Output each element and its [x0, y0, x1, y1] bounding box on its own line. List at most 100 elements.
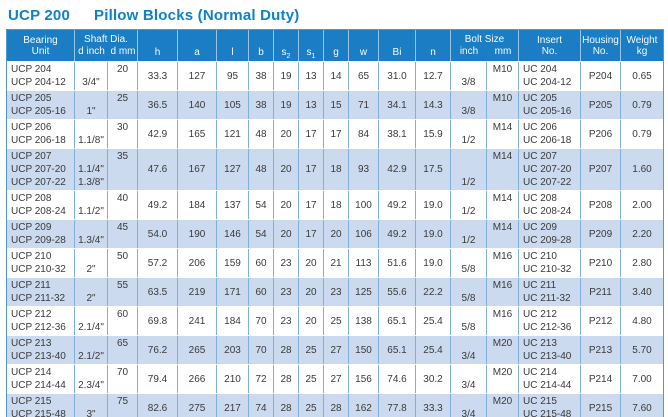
dim-bi-cell: 34.1 [379, 91, 416, 119]
table-row: UCP 209 UCP 209-28 1.3/4" 45 54.0 190 146 54 20… [7, 219, 663, 248]
page-title: UCP 200 Pillow Blocks (Normal Duty) [8, 7, 668, 24]
dim-w-cell: 100 [349, 191, 379, 219]
insert-no-cell: UC 209 UC 209-28 [519, 220, 581, 248]
dim-w-cell: 156 [349, 365, 379, 393]
header-housing-no: Housing No. [581, 30, 621, 61]
shaft-dia-mm-cell: 65 [108, 336, 138, 364]
dim-a-cell: 167 [178, 149, 217, 190]
header-bolt-size-group: Bolt Size inch mm [451, 30, 519, 61]
dim-w-cell: 71 [349, 91, 379, 119]
shaft-dia-inch-cell: 2" [75, 278, 108, 306]
weight-cell: 0.79 [632, 99, 652, 111]
dim-b-cell: 48 [249, 149, 274, 190]
bolt-inch-cell: 5/8 [451, 249, 487, 277]
dim-s1-cell: 20 [299, 307, 324, 335]
bolt-mm-cell: M14 [487, 191, 519, 219]
dim-h-cell: 49.2 [138, 191, 178, 219]
table-row: UCP 211 UCP 211-32 2" 55 63.5 219 171 60 23 20 23… [7, 277, 663, 306]
dim-s2-cell: 28 [274, 394, 299, 417]
dim-a-cell: 206 [178, 249, 217, 277]
weight-cell: 1.60 [632, 164, 652, 175]
dim-a-cell: 266 [178, 365, 217, 393]
dim-a-cell: 241 [178, 307, 217, 335]
header-dim-bi: Bi [379, 30, 416, 61]
insert-no-cell: UC 213 UC 213-40 [519, 336, 581, 364]
dim-w-cell: 65 [349, 62, 379, 90]
bolt-mm-cell: M10 [487, 91, 519, 119]
shaft-dia-inch-cell: 1.1/4" 1.3/8" [75, 149, 108, 190]
bearing-unit-cell: UCP 211 UCP 211-32 [7, 278, 75, 306]
dim-g-cell: 14 [324, 62, 349, 90]
dim-g-cell: 15 [324, 91, 349, 119]
dim-a-cell: 275 [178, 394, 217, 417]
dim-s1-cell: 13 [299, 62, 324, 90]
bolt-inch-cell: 3/8 [451, 62, 487, 90]
bearing-spec-table: Bearing Unit Shaft Dia. d inch d mm h a … [6, 29, 664, 417]
dim-s2-cell: 20 [274, 220, 299, 248]
shaft-dia-mm-cell: 55 [108, 278, 138, 306]
dim-w-cell: 150 [349, 336, 379, 364]
bolt-inch-cell: 5/8 [451, 278, 487, 306]
dim-s2-cell: 20 [274, 120, 299, 148]
dim-s2-cell: 20 [274, 191, 299, 219]
dim-w-cell: 113 [349, 249, 379, 277]
table-body: UCP 204 UCP 204-12 3/4" 20 33.3 127 95 38 19 13 1… [7, 61, 663, 417]
housing-no-cell: P213 [581, 336, 621, 364]
insert-no-cell: UC 212 UC 212-36 [519, 307, 581, 335]
housing-no-cell: P212 [581, 307, 621, 335]
bearing-unit-cell: UCP 213 UCP 213-40 [7, 336, 75, 364]
header-shaft-dia-subrow: d inch d mm [75, 46, 137, 58]
table-row: UCP 207 UCP 207-20 UCP 207-22 1.1/4" 1.3/… [7, 148, 663, 190]
dim-b-cell: 48 [249, 120, 274, 148]
weight-cell: 4.80 [632, 315, 652, 327]
dim-n-cell: 25.4 [416, 336, 451, 364]
dim-l-cell: 95 [217, 62, 249, 90]
dim-a-cell: 140 [178, 91, 217, 119]
bearing-unit-cell: UCP 215 UCP 215-48 [7, 394, 75, 417]
dim-g-cell: 17 [324, 120, 349, 148]
housing-no-cell: P208 [581, 191, 621, 219]
dim-s2-cell: 28 [274, 365, 299, 393]
bolt-mm-cell: M10 [487, 62, 519, 90]
bearing-unit-cell: UCP 214 UCP 214-44 [7, 365, 75, 393]
shaft-dia-mm-cell: 45 [108, 220, 138, 248]
bolt-inch-cell: 1/2 [451, 191, 487, 219]
dim-l-cell: 137 [217, 191, 249, 219]
header-bolt-size: Bolt Size [464, 33, 505, 45]
dim-n-cell: 15.9 [416, 120, 451, 148]
dim-n-cell: 25.4 [416, 307, 451, 335]
housing-no-cell: P206 [581, 120, 621, 148]
dim-n-cell: 19.0 [416, 191, 451, 219]
dim-a-cell: 184 [178, 191, 217, 219]
dim-a-cell: 190 [178, 220, 217, 248]
dim-bi-cell: 42.9 [379, 149, 416, 190]
dim-s2-cell: 23 [274, 278, 299, 306]
dim-s1-cell: 17 [299, 220, 324, 248]
dim-a-cell: 165 [178, 120, 217, 148]
header-dim-a: a [178, 30, 217, 61]
table-row: UCP 212 UCP 212-36 2.1/4" 60 69.8 241 184 70 23… [7, 306, 663, 335]
table-header-row: Bearing Unit Shaft Dia. d inch d mm h a … [7, 30, 663, 61]
dim-bi-cell: 55.6 [379, 278, 416, 306]
weight-cell: 0.65 [632, 70, 652, 82]
bolt-inch-cell: 3/4 [451, 365, 487, 393]
table-row: UCP 208 UCP 208-24 1.1/2" 40 49.2 184 137 54 20… [7, 190, 663, 219]
bolt-mm-cell: M20 [487, 336, 519, 364]
dim-a-cell: 265 [178, 336, 217, 364]
shaft-dia-mm-cell: 35 [108, 149, 138, 190]
bearing-unit-cell: UCP 208 UCP 208-24 [7, 191, 75, 219]
housing-no-cell: P215 [581, 394, 621, 417]
dim-bi-cell: 51.6 [379, 249, 416, 277]
dim-s2-cell: 23 [274, 249, 299, 277]
dim-bi-cell: 38.1 [379, 120, 416, 148]
weight-cell: 2.20 [632, 228, 652, 240]
dim-h-cell: 36.5 [138, 91, 178, 119]
bearing-unit-cell: UCP 205 UCP 205-16 [7, 91, 75, 119]
shaft-dia-mm-cell: 75 [108, 394, 138, 417]
bolt-mm-cell: M20 [487, 365, 519, 393]
weight-cell: 5.70 [632, 344, 652, 356]
dim-l-cell: 105 [217, 91, 249, 119]
weight-cell: 7.00 [632, 373, 652, 385]
insert-no-cell: UC 208 UC 208-24 [519, 191, 581, 219]
shaft-dia-mm-cell: 50 [108, 249, 138, 277]
